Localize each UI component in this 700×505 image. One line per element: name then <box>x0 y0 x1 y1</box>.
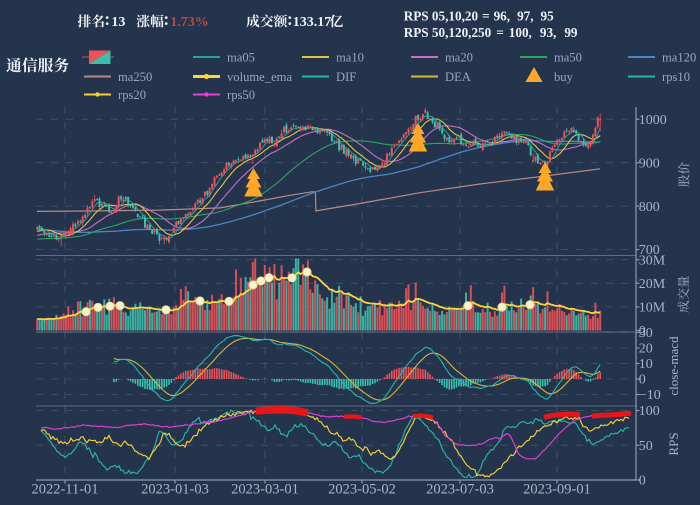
svg-text:RPS 50,120,250=100,93,99: RPS 50,120,250 = 100, 93, 99 <box>404 25 578 40</box>
svg-text:close-macd: close-macd <box>666 336 681 396</box>
svg-text:700: 700 <box>639 243 660 258</box>
svg-text:−10: −10 <box>639 388 661 403</box>
svg-text:buy: buy <box>554 70 574 84</box>
svg-text:2023-05-02: 2023-05-02 <box>328 482 396 498</box>
svg-text:2022-11-01: 2022-11-01 <box>31 482 98 498</box>
svg-text:10: 10 <box>639 357 653 372</box>
svg-text:1.73%: 1.73% <box>170 15 209 30</box>
svg-text:900: 900 <box>639 156 660 171</box>
svg-text:20: 20 <box>639 342 653 357</box>
svg-text:rps10: rps10 <box>662 70 690 84</box>
svg-text:13: 13 <box>111 15 125 30</box>
svg-text:DIF: DIF <box>336 70 356 84</box>
svg-text:30M: 30M <box>639 253 666 268</box>
svg-text:rps50: rps50 <box>227 88 255 102</box>
svg-text:rps20: rps20 <box>118 88 146 102</box>
svg-text:ma250: ma250 <box>118 70 152 84</box>
svg-text:ma05: ma05 <box>227 51 255 65</box>
svg-text:ma20: ma20 <box>445 51 473 65</box>
svg-text:DEA: DEA <box>445 70 471 84</box>
svg-text:100: 100 <box>639 404 660 419</box>
svg-text:10M: 10M <box>639 301 666 316</box>
svg-text:2023-07-03: 2023-07-03 <box>426 482 494 498</box>
svg-text:2023-03-01: 2023-03-01 <box>231 482 299 498</box>
svg-text:133.17: 133.17 <box>293 15 332 30</box>
svg-text:0: 0 <box>639 324 646 339</box>
svg-text:ma50: ma50 <box>554 51 582 65</box>
svg-text:800: 800 <box>639 200 660 215</box>
svg-text:ma10: ma10 <box>336 51 364 65</box>
svg-text:2023-09-01: 2023-09-01 <box>523 482 591 498</box>
svg-text:20M: 20M <box>639 277 666 292</box>
svg-text:0: 0 <box>639 474 646 489</box>
svg-text:RPS: RPS <box>666 432 681 455</box>
svg-text:volume_ema: volume_ema <box>227 70 292 84</box>
svg-text:30: 30 <box>639 326 653 341</box>
svg-text:0: 0 <box>639 373 646 388</box>
svg-text:2023-01-03: 2023-01-03 <box>141 482 209 498</box>
svg-text:1000: 1000 <box>639 113 667 128</box>
svg-text:ma120: ma120 <box>662 51 696 65</box>
svg-text:50: 50 <box>639 439 653 454</box>
